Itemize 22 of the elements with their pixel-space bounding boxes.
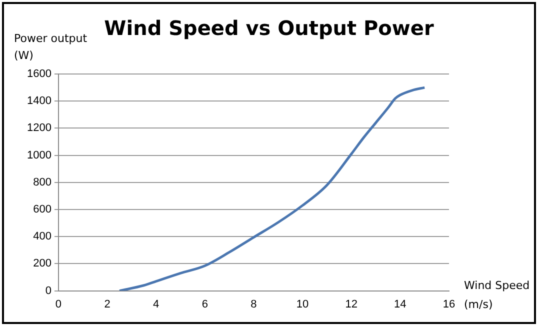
y-tick-label: 600 [33, 204, 52, 216]
y-tick-label: 400 [33, 230, 52, 243]
x-tick-label: 4 [153, 298, 160, 310]
x-tick-label: 0 [55, 298, 62, 310]
y-tick-label: 1400 [26, 95, 52, 108]
y-tick-label: 0 [45, 284, 52, 297]
x-tick-label: 14 [394, 298, 406, 310]
y-tick-label: 800 [33, 176, 52, 188]
line-series [118, 86, 426, 291]
x-tick-label: 10 [296, 298, 309, 310]
x-tick-label: 2 [104, 298, 110, 310]
x-tick-label: 16 [442, 298, 456, 310]
y-tick-label: 1000 [26, 149, 52, 162]
y-tick-label: 200 [33, 258, 52, 270]
y-tick-label: 1600 [26, 68, 52, 80]
x-tick-label: 6 [202, 298, 208, 310]
chart-title: Wind Speed vs Output Power [104, 16, 434, 40]
x-tick-label: 8 [250, 298, 257, 310]
y-axis-title: Power output (W) [14, 31, 88, 64]
x-axis-title: Wind Speed (m/s) [464, 278, 531, 313]
x-tick-label: 12 [345, 298, 358, 310]
y-tick-label: 1200 [26, 122, 52, 134]
